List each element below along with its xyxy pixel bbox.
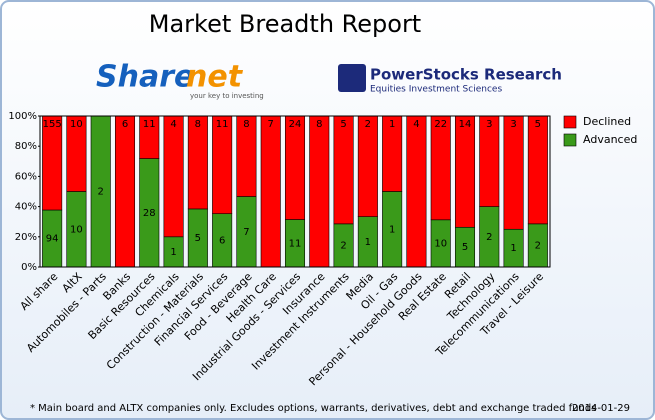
chart-title: Market Breadth Report [149,10,421,38]
bar-segment [260,115,281,268]
value-label: 4 [413,119,419,130]
legend-label: Advanced [583,133,637,146]
plot-border [39,115,551,268]
value-label: 2 [98,187,104,198]
value-label: 28 [143,208,156,219]
y-tick-label: 20% [15,232,37,243]
value-label: 5 [535,119,541,130]
bar-segment [42,115,63,211]
value-label: 2 [340,240,346,251]
value-label: 1 [170,247,176,258]
bar-segment [284,115,306,220]
logo-text: Share [96,60,194,95]
value-label: 2 [535,240,541,251]
bar-segment [406,115,427,268]
value-label: 5 [462,242,468,253]
logo-left: Share net your key to investing [96,60,264,101]
value-label: 8 [195,119,201,130]
bar-segment [357,115,378,217]
value-label: 8 [316,119,322,130]
value-label: 1 [365,237,371,248]
bar-segment [309,115,330,268]
legend-swatch [563,115,577,129]
value-label: 2 [365,119,371,130]
bar-segment [333,115,354,225]
value-label: 3 [486,119,492,130]
value-label: 1 [389,119,395,130]
bar-segment [114,115,136,268]
bar-segment [454,115,476,228]
y-tick-label: 60% [15,171,37,182]
logo-right: PowerStocks Research Equities Investment… [338,64,562,95]
value-label: 5 [195,233,201,244]
logo-tagline: your key to investing [190,92,264,100]
value-label: 10 [70,119,83,130]
value-label: 14 [459,119,472,130]
value-label: 1 [389,224,395,235]
bar-segment [163,115,184,238]
value-label: 11 [216,119,229,130]
value-label: 5 [340,119,346,130]
bar-segment [503,115,524,230]
value-label: 94 [46,233,59,244]
date: 2014-01-29 [572,403,630,414]
legend-label: Declined [583,115,631,128]
bar-segment [527,115,548,225]
value-label: 6 [219,235,225,246]
value-label: 155 [43,119,62,130]
y-tick-label: 0% [21,262,37,273]
bar-segment [212,115,233,215]
value-label: 4 [170,119,176,130]
logo-text: net [186,60,244,95]
legend-swatch [563,133,577,147]
value-label: 6 [122,119,128,130]
value-label: 11 [289,238,302,249]
y-tick-label: 40% [15,202,37,213]
bar-segment [430,115,451,221]
value-label: 10 [70,224,83,235]
value-label: 11 [143,119,156,130]
value-label: 24 [289,119,302,130]
logo-tagline: Equities Investment Sciences [370,85,502,95]
value-label: 7 [268,119,274,130]
value-label: 3 [510,119,516,130]
logo-icon [338,64,366,92]
value-label: 22 [434,119,447,130]
logo-text: PowerStocks Research [370,66,562,84]
value-label: 10 [434,238,447,249]
value-label: 2 [486,232,492,243]
value-label: 1 [510,243,516,254]
value-label: 7 [243,227,249,238]
y-tick-label: 80% [15,141,37,152]
y-tick-label: 100% [8,111,37,122]
footnote: * Main board and ALTX companies only. Ex… [30,403,596,414]
value-label: 8 [243,119,249,130]
